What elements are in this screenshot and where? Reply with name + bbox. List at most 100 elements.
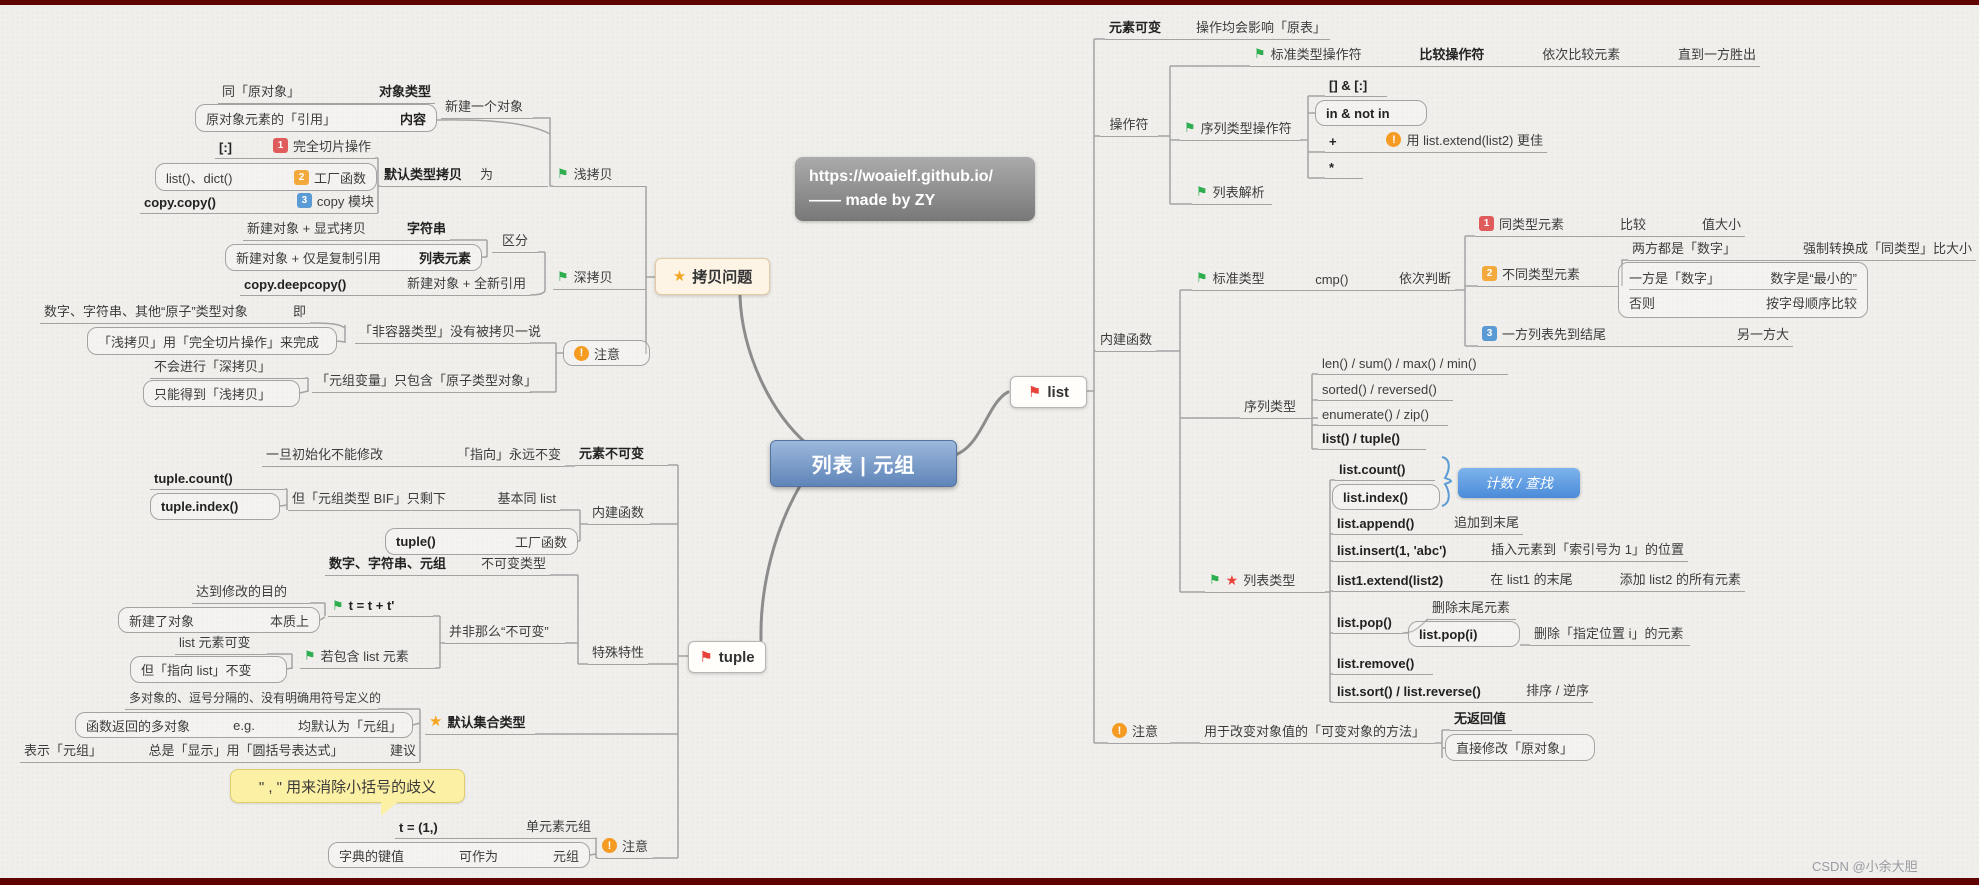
- star-icon: ★: [429, 713, 443, 730]
- topic-list-tuple-fn[interactable]: list() / tuple(): [1318, 431, 1426, 450]
- topic-not-so-immutable[interactable]: 并非那么“不可变”: [445, 624, 565, 644]
- topic-tuple-init[interactable]: 一旦初始化不能修改 「指向」永远不变: [262, 447, 565, 467]
- topic-list-element-copy[interactable]: 新建对象 + 仅是复制引用 列表元素: [225, 244, 482, 271]
- topic-element-immutable[interactable]: 元素不可变: [575, 446, 668, 466]
- topic-tuple-var-atomic[interactable]: 「元组变量」只包含「原子类型对象」: [312, 373, 537, 393]
- topic-point-to-list[interactable]: 但「指向 list」不变: [130, 656, 287, 683]
- flag-icon: ⚑: [1027, 383, 1042, 401]
- topic-list-type-methods[interactable]: ⚑ ★ 列表类型: [1205, 571, 1325, 593]
- topic-list-insert[interactable]: list.insert(1, 'abc') 插入元素到「索引号为 1」的位置: [1333, 542, 1688, 562]
- comma-callout[interactable]: " , " 用来消除小括号的歧义: [230, 769, 465, 816]
- topic-list-index[interactable]: list.index(): [1332, 484, 1440, 510]
- topic-shallow-by-slice[interactable]: 「浅拷贝」用「完全切片操作」来完成: [87, 327, 337, 355]
- topic-same-type-elements[interactable]: 1 同类型元素 比较 值大小: [1475, 216, 1745, 237]
- topic-default-type-copy[interactable]: 默认类型拷贝 为: [380, 167, 548, 187]
- topic-new-object-essence[interactable]: 新建了对象 本质上: [118, 607, 320, 633]
- topic-diff-type-elements[interactable]: 2 不同类型元素: [1478, 266, 1618, 287]
- blue-brace-icon: [1441, 456, 1452, 507]
- topic-list-end-first[interactable]: 3 一方列表先到结尾 另一方大: [1478, 326, 1793, 347]
- bottom-border-bar: [0, 878, 1979, 885]
- topic-tuple-index[interactable]: tuple.index(): [150, 493, 280, 520]
- badge-2-icon: 2: [1482, 266, 1497, 281]
- topic-element-mutable[interactable]: 元素可变 操作均会影响「原表」: [1105, 20, 1330, 40]
- topic-atomic-types[interactable]: 数字、字符串、其他“原子”类型对象 即: [40, 304, 310, 324]
- topic-factory-function[interactable]: list()、dict() 2 工厂函数: [155, 163, 377, 191]
- topic-only-shallow[interactable]: 只能得到「浅拷贝」: [143, 380, 300, 407]
- topic-sorted-reversed[interactable]: sorted() / reversed(): [1318, 382, 1453, 401]
- topic-list-extend[interactable]: list1.extend(list2) 在 list1 的末尾 添加 list2…: [1333, 572, 1745, 592]
- topic-copy-module[interactable]: copy.copy() 3 copy 模块: [140, 193, 378, 214]
- topic-noncontainer[interactable]: 「非容器类型」没有被拷贝一说: [355, 324, 541, 344]
- topic-list-append[interactable]: list.append() 追加到末尾: [1333, 515, 1523, 535]
- topic-if-contains-list[interactable]: ⚑ 若包含 list 元素: [300, 648, 435, 669]
- csdn-watermark: CSDN @小余大胆: [1812, 859, 1918, 874]
- topic-modify-original[interactable]: 直接修改「原对象」: [1445, 734, 1595, 761]
- topic-star-operator[interactable]: *: [1325, 160, 1363, 179]
- topic-no-deep-copy[interactable]: 不会进行「深拷贝」: [150, 359, 305, 379]
- red-star-icon: ★: [1225, 571, 1239, 588]
- topic-tuple-concat[interactable]: ⚑ t = t + t': [328, 598, 433, 617]
- branch-list[interactable]: ⚑ list: [1010, 376, 1087, 408]
- badge-2-icon: 2: [293, 169, 309, 185]
- topic-in-operator[interactable]: in & not in: [1315, 100, 1427, 126]
- topic-default-collection[interactable]: ★ 默认集合类型: [425, 713, 535, 735]
- topic-both-numbers[interactable]: 两方都是「数字」 强制转换成「同类型」比大小: [1628, 241, 1976, 261]
- topic-multi-object[interactable]: 多对象的、逗号分隔的、没有明确用符号定义的: [125, 691, 381, 710]
- topic-standard-operators[interactable]: ⚑ 标准类型操作符 比较操作符 依次比较元素 直到一方胜出: [1250, 46, 1760, 67]
- topic-tuple-bif[interactable]: 但「元组类型 BIF」只剩下 基本同 list: [288, 491, 560, 511]
- topic-tuple-builtin[interactable]: 内建函数: [588, 505, 650, 525]
- star-icon: ★: [672, 268, 687, 285]
- topic-list-pop[interactable]: list.pop(): [1333, 615, 1403, 634]
- topic-enumerate-zip[interactable]: enumerate() / zip(): [1318, 407, 1448, 426]
- topic-operators[interactable]: 操作符: [1100, 117, 1158, 137]
- exclamation-icon: !: [1386, 132, 1402, 147]
- topic-deep-copy[interactable]: ⚑ 深拷贝: [553, 270, 646, 290]
- topic-new-object[interactable]: 新建一个对象: [441, 99, 533, 119]
- topic-list-note[interactable]: ! 注意: [1108, 723, 1170, 744]
- topic-paren-advice[interactable]: 表示「元组」 总是「显示」用「圆括号表达式」 建议: [20, 743, 420, 763]
- topic-standard-type-cmp[interactable]: ⚑ 标准类型 cmp() 依次判断: [1192, 271, 1455, 291]
- green-flag-icon: ⚑: [1254, 46, 1266, 61]
- topic-dict-key[interactable]: 字典的键值 可作为 元组: [328, 842, 590, 868]
- topic-pop-desc[interactable]: 删除末尾元素: [1428, 600, 1516, 620]
- central-topic[interactable]: 列表 | 元组: [770, 440, 957, 487]
- branch-tuple[interactable]: ⚑ tuple: [688, 641, 766, 673]
- topic-tuple-factory[interactable]: tuple() 工厂函数: [385, 528, 578, 555]
- topic-diff-type-rules[interactable]: 一方是「数字」 数字是“最小的” 否则 按字母顺序比较: [1618, 262, 1868, 318]
- topic-tuple-note[interactable]: ! 注意: [598, 838, 653, 859]
- topic-list-remove[interactable]: list.remove(): [1333, 656, 1433, 675]
- topic-len-sum-max-min[interactable]: len() / sum() / max() / min(): [1318, 356, 1508, 375]
- topic-copy-note[interactable]: ! 注意: [563, 340, 650, 366]
- topic-no-return[interactable]: 无返回值: [1450, 711, 1512, 731]
- topic-distinguish[interactable]: 区分: [492, 233, 538, 253]
- topic-single-element-tuple[interactable]: t = (1,) 单元素元组: [395, 819, 595, 839]
- green-flag-icon: ⚑: [304, 648, 316, 663]
- topic-list-comprehension[interactable]: ⚑ 列表解析: [1192, 185, 1272, 205]
- topic-same-as-original[interactable]: 同「原对象」 对象类型: [218, 84, 435, 104]
- topic-slice-operators[interactable]: [] & [:]: [1325, 78, 1387, 97]
- branch-copy-problem[interactable]: ★ 拷贝问题: [655, 258, 770, 295]
- rule-one-number: 一方是「数字」 数字是“最小的”: [1629, 268, 1857, 290]
- topic-list-element-mutable[interactable]: list 元素可变: [175, 635, 267, 655]
- topic-sequence-type[interactable]: 序列类型: [1240, 399, 1312, 419]
- topic-list-count[interactable]: list.count(): [1335, 462, 1435, 481]
- topic-shallow-copy[interactable]: ⚑ 浅拷贝: [553, 167, 646, 187]
- topic-list-pop-i[interactable]: list.pop(i): [1408, 621, 1520, 647]
- topic-pop-i-desc[interactable]: 删除「指定位置 i」的元素: [1530, 626, 1690, 646]
- exclamation-icon: !: [574, 345, 589, 361]
- topic-modify-goal[interactable]: 达到修改的目的: [192, 584, 310, 604]
- topic-deepcopy-code[interactable]: copy.deepcopy() 新建对象 + 全新引用: [240, 276, 530, 296]
- topic-mutable-methods[interactable]: 用于改变对象值的「可变对象的方法」: [1200, 724, 1435, 744]
- topic-special-traits[interactable]: 特殊特性: [588, 645, 648, 665]
- topic-tuple-count[interactable]: tuple.count(): [150, 471, 285, 490]
- topic-list-sort-reverse[interactable]: list.sort() / list.reverse() 排序 / 逆序: [1333, 683, 1593, 703]
- topic-content-reference[interactable]: 原对象元素的「引用」 内容: [195, 104, 437, 132]
- topic-string-explicit-copy[interactable]: 新建对象 + 显式拷贝 字符串: [243, 221, 450, 241]
- topic-function-return[interactable]: 函数返回的多对象 e.g. 均默认为「元组」: [75, 712, 413, 738]
- topic-immutable-types[interactable]: 数字、字符串、元组 不可变类型: [325, 556, 550, 576]
- topic-list-builtin[interactable]: 内建函数: [1096, 332, 1156, 352]
- topic-plus-operator[interactable]: + ! 用 list.extend(list2) 更佳: [1325, 132, 1547, 153]
- topic-sequence-operators[interactable]: ⚑ 序列类型操作符: [1180, 121, 1300, 141]
- topic-full-slice[interactable]: [:] 1 完全切片操作: [215, 138, 375, 159]
